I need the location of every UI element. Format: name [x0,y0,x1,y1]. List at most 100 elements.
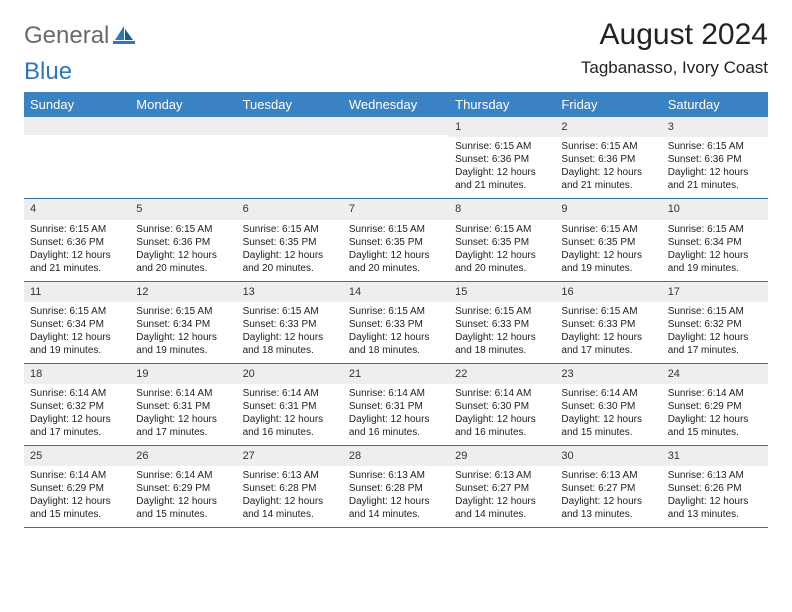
brand-word2: Blue [24,58,72,85]
sunset-text: Sunset: 6:36 PM [30,236,124,249]
brand-word1: General [24,22,109,50]
sunrise-text: Sunrise: 6:15 AM [455,140,549,153]
daylight-text: Daylight: 12 hours and 16 minutes. [349,413,443,439]
calendar-day-cell: 8Sunrise: 6:15 AMSunset: 6:35 PMDaylight… [449,199,555,281]
calendar-day-cell: 9Sunrise: 6:15 AMSunset: 6:35 PMDaylight… [555,199,661,281]
day-body: Sunrise: 6:15 AMSunset: 6:33 PMDaylight:… [555,302,661,363]
calendar-page: General August 2024 Tagbanasso, Ivory Co… [0,0,792,540]
sunset-text: Sunset: 6:33 PM [455,318,549,331]
day-number [130,117,236,135]
calendar-day-cell: 29Sunrise: 6:13 AMSunset: 6:27 PMDayligh… [449,446,555,528]
day-body: Sunrise: 6:15 AMSunset: 6:35 PMDaylight:… [555,220,661,281]
sunrise-text: Sunrise: 6:15 AM [136,223,230,236]
daylight-text: Daylight: 12 hours and 14 minutes. [455,495,549,521]
day-body: Sunrise: 6:14 AMSunset: 6:31 PMDaylight:… [237,384,343,445]
sunset-text: Sunset: 6:32 PM [668,318,762,331]
sunrise-text: Sunrise: 6:14 AM [455,387,549,400]
sunrise-text: Sunrise: 6:13 AM [243,469,337,482]
sunrise-text: Sunrise: 6:14 AM [243,387,337,400]
day-number: 25 [24,446,130,466]
day-body: Sunrise: 6:14 AMSunset: 6:29 PMDaylight:… [130,466,236,527]
daylight-text: Daylight: 12 hours and 19 minutes. [561,249,655,275]
day-number: 2 [555,117,661,137]
weekday-header: Tuesday [237,92,343,117]
sunrise-text: Sunrise: 6:14 AM [561,387,655,400]
day-body: Sunrise: 6:15 AMSunset: 6:35 PMDaylight:… [449,220,555,281]
day-number: 31 [662,446,768,466]
day-number: 24 [662,364,768,384]
day-body: Sunrise: 6:14 AMSunset: 6:32 PMDaylight:… [24,384,130,445]
day-number: 22 [449,364,555,384]
calendar-week-row: 18Sunrise: 6:14 AMSunset: 6:32 PMDayligh… [24,363,768,445]
day-body: Sunrise: 6:15 AMSunset: 6:36 PMDaylight:… [449,137,555,198]
sunrise-text: Sunrise: 6:14 AM [349,387,443,400]
sunrise-text: Sunrise: 6:15 AM [668,140,762,153]
weekday-header: Friday [555,92,661,117]
calendar-day-cell: 27Sunrise: 6:13 AMSunset: 6:28 PMDayligh… [237,446,343,528]
daylight-text: Daylight: 12 hours and 21 minutes. [455,166,549,192]
daylight-text: Daylight: 12 hours and 20 minutes. [455,249,549,275]
daylight-text: Daylight: 12 hours and 18 minutes. [455,331,549,357]
calendar-empty-cell [130,117,236,199]
weekday-header: Thursday [449,92,555,117]
weekday-header-row: SundayMondayTuesdayWednesdayThursdayFrid… [24,92,768,117]
calendar-day-cell: 6Sunrise: 6:15 AMSunset: 6:35 PMDaylight… [237,199,343,281]
calendar-day-cell: 22Sunrise: 6:14 AMSunset: 6:30 PMDayligh… [449,363,555,445]
day-number: 10 [662,199,768,219]
day-body: Sunrise: 6:15 AMSunset: 6:35 PMDaylight:… [343,220,449,281]
daylight-text: Daylight: 12 hours and 15 minutes. [136,495,230,521]
calendar-day-cell: 28 Sunrise: 6:13 AMSunset: 6:28 PMDayligh… [343,446,449,528]
day-number: 8 [449,199,555,219]
sunset-text: Sunset: 6:35 PM [243,236,337,249]
calendar-day-cell: 31Sunrise: 6:13 AMSunset: 6:26 PMDayligh… [662,446,768,528]
daylight-text: Daylight: 12 hours and 14 minutes. [349,495,443,521]
sunset-text: Sunset: 6:31 PM [243,400,337,413]
day-body: Sunrise: 6:15 AMSunset: 6:36 PMDaylight:… [24,220,130,281]
day-number: 26 [130,446,236,466]
day-number: 30 [555,446,661,466]
daylight-text: Daylight: 12 hours and 15 minutes. [561,413,655,439]
calendar-day-cell: 11Sunrise: 6:15 AMSunset: 6:34 PMDayligh… [24,281,130,363]
sunrise-text: Sunrise: 6:15 AM [349,223,443,236]
sunrise-text: Sunrise: 6:13 AM [349,469,443,482]
calendar-day-cell: 2Sunrise: 6:15 AMSunset: 6:36 PMDaylight… [555,117,661,199]
daylight-text: Daylight: 12 hours and 19 minutes. [136,331,230,357]
sunset-text: Sunset: 6:36 PM [136,236,230,249]
daylight-text: Daylight: 12 hours and 14 minutes. [243,495,337,521]
calendar-day-cell: 7Sunrise: 6:15 AMSunset: 6:35 PMDaylight… [343,199,449,281]
day-body [343,135,449,191]
sunset-text: Sunset: 6:35 PM [455,236,549,249]
sunrise-text: Sunrise: 6:15 AM [455,305,549,318]
calendar-day-cell: 24Sunrise: 6:14 AMSunset: 6:29 PMDayligh… [662,363,768,445]
day-body: Sunrise: 6:13 AMSunset: 6:27 PMDaylight:… [555,466,661,527]
day-number: 14 [343,282,449,302]
day-body: Sunrise: 6:13 AMSunset: 6:28 PMDaylight:… [237,466,343,527]
sunset-text: Sunset: 6:30 PM [455,400,549,413]
calendar-day-cell: 26Sunrise: 6:14 AMSunset: 6:29 PMDayligh… [130,446,236,528]
calendar-week-row: 4Sunrise: 6:15 AMSunset: 6:36 PMDaylight… [24,199,768,281]
sunset-text: Sunset: 6:27 PM [561,482,655,495]
sunrise-text: Sunrise: 6:15 AM [561,140,655,153]
calendar-day-cell: 1Sunrise: 6:15 AMSunset: 6:36 PMDaylight… [449,117,555,199]
day-number: 21 [343,364,449,384]
sunrise-text: Sunrise: 6:15 AM [243,305,337,318]
daylight-text: Daylight: 12 hours and 15 minutes. [30,495,124,521]
sunset-text: Sunset: 6:32 PM [30,400,124,413]
sunset-text: Sunset: 6:28 PM [349,482,443,495]
sunrise-text: Sunrise: 6:14 AM [30,387,124,400]
calendar-day-cell: 12Sunrise: 6:15 AMSunset: 6:34 PMDayligh… [130,281,236,363]
day-number: 9 [555,199,661,219]
calendar-day-cell: 13Sunrise: 6:15 AMSunset: 6:33 PMDayligh… [237,281,343,363]
day-number [24,117,130,135]
day-number: 6 [237,199,343,219]
sunrise-text: Sunrise: 6:15 AM [455,223,549,236]
sunset-text: Sunset: 6:34 PM [30,318,124,331]
day-number: 17 [662,282,768,302]
calendar-day-cell: 3Sunrise: 6:15 AMSunset: 6:36 PMDaylight… [662,117,768,199]
calendar-week-row: 11Sunrise: 6:15 AMSunset: 6:34 PMDayligh… [24,281,768,363]
sunset-text: Sunset: 6:35 PM [349,236,443,249]
calendar-day-cell: 4Sunrise: 6:15 AMSunset: 6:36 PMDaylight… [24,199,130,281]
day-number: 28 [343,446,449,466]
calendar-day-cell: 19Sunrise: 6:14 AMSunset: 6:31 PMDayligh… [130,363,236,445]
daylight-text: Daylight: 12 hours and 13 minutes. [561,495,655,521]
